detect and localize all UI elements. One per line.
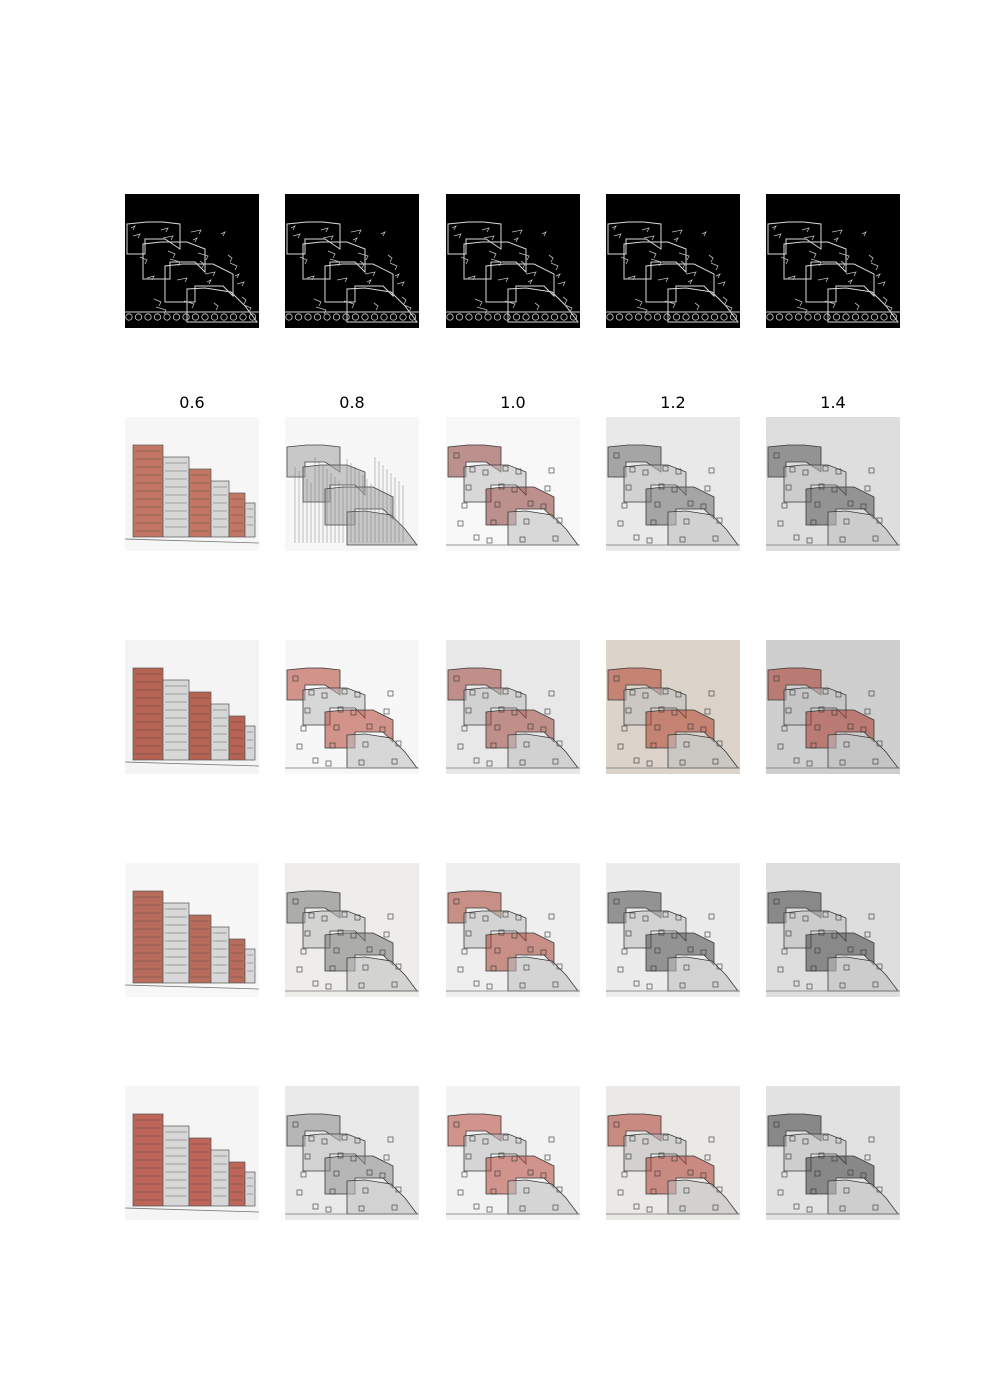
column-label: 0.6 xyxy=(179,393,205,412)
generated-sample-image xyxy=(285,863,419,997)
generated-sample-image xyxy=(285,640,419,774)
generated-sample-image xyxy=(766,863,900,997)
column-label: 1.0 xyxy=(500,393,526,412)
generated-sample-image xyxy=(125,863,259,997)
edge-map-image xyxy=(125,194,259,328)
edge-map-image xyxy=(606,194,740,328)
edge-map-image xyxy=(446,194,580,328)
generated-sample-image xyxy=(125,417,259,551)
generated-sample-image xyxy=(446,640,580,774)
generated-sample-image xyxy=(606,1086,740,1220)
edge-map-image xyxy=(285,194,419,328)
generated-sample-image xyxy=(606,417,740,551)
generated-sample-image xyxy=(766,640,900,774)
generated-sample-image xyxy=(606,863,740,997)
generated-sample-image xyxy=(285,1086,419,1220)
generated-sample-image xyxy=(446,863,580,997)
column-label: 0.8 xyxy=(339,393,365,412)
generated-sample-image xyxy=(606,640,740,774)
generated-sample-image xyxy=(125,1086,259,1220)
generated-sample-image xyxy=(766,417,900,551)
generated-sample-image xyxy=(766,1086,900,1220)
column-label: 1.2 xyxy=(660,393,686,412)
generated-sample-image xyxy=(446,417,580,551)
column-label: 1.4 xyxy=(820,393,846,412)
generated-sample-image xyxy=(446,1086,580,1220)
edge-map-image xyxy=(766,194,900,328)
generated-sample-image xyxy=(125,640,259,774)
generated-sample-image xyxy=(285,417,419,551)
